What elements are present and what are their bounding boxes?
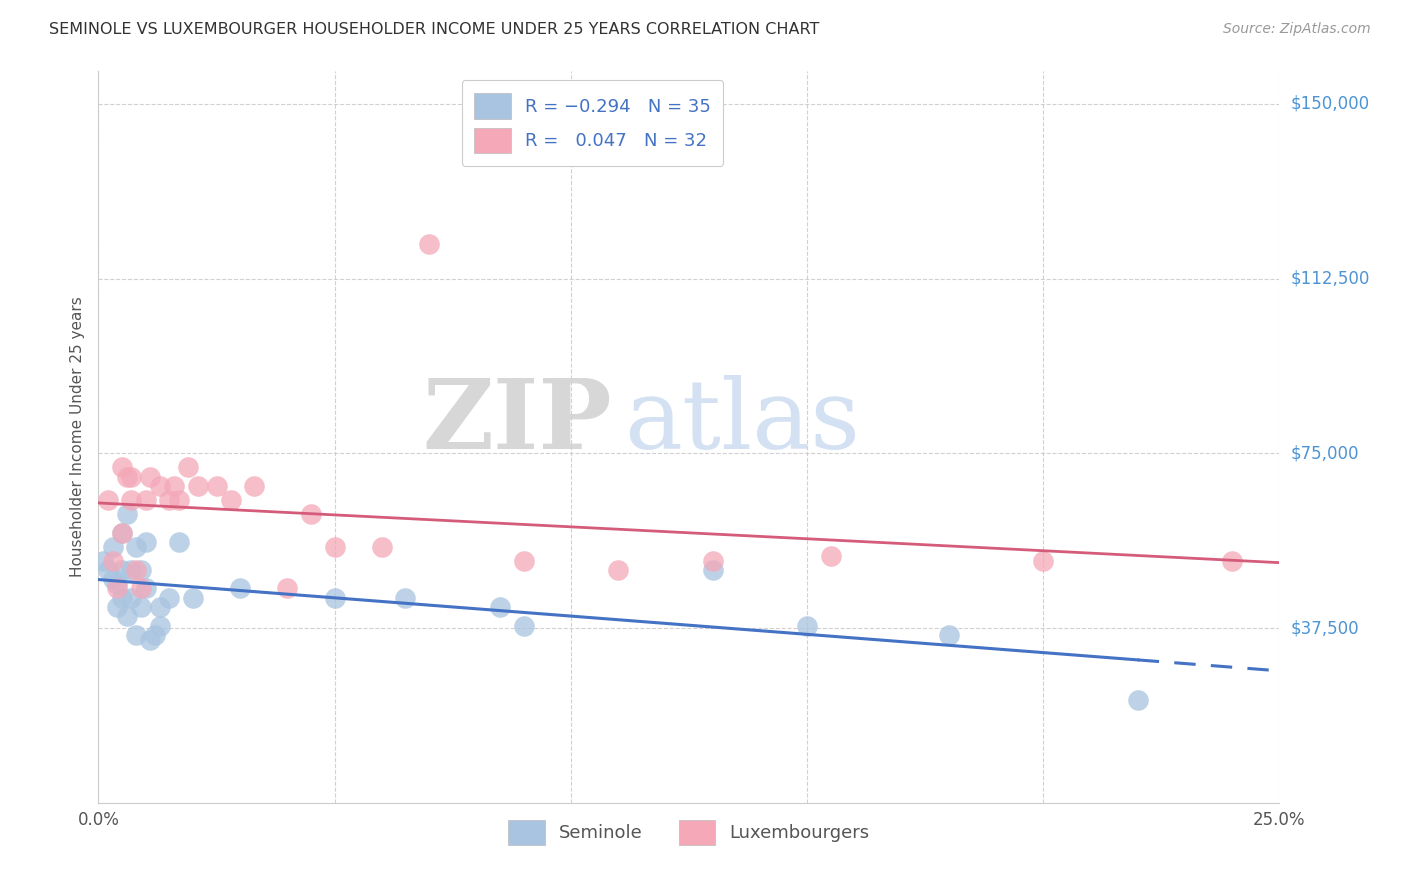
Point: [181, 591, 204, 605]
Point: [323, 591, 346, 605]
Point: [243, 479, 266, 493]
Point: [157, 591, 180, 605]
Y-axis label: Householder Income Under 25 years: Householder Income Under 25 years: [70, 297, 86, 577]
Point: [121, 469, 143, 483]
Point: [177, 460, 200, 475]
Point: [125, 628, 148, 642]
Point: [125, 540, 148, 554]
Point: [139, 632, 162, 647]
Point: [97, 493, 120, 508]
Point: [135, 582, 157, 596]
Point: [512, 553, 534, 567]
Point: [938, 628, 960, 642]
Point: [135, 535, 157, 549]
Point: [205, 479, 228, 493]
Point: [105, 582, 128, 596]
Point: [323, 540, 346, 554]
Point: [229, 582, 252, 596]
Point: [187, 479, 209, 493]
Point: [512, 619, 534, 633]
Point: [299, 507, 322, 521]
Point: [820, 549, 842, 563]
Point: [101, 572, 124, 586]
Point: [139, 469, 162, 483]
Point: [276, 582, 298, 596]
Point: [121, 591, 143, 605]
Legend: Seminole, Luxembourgers: Seminole, Luxembourgers: [501, 813, 877, 852]
Point: [163, 479, 186, 493]
Point: [115, 507, 138, 521]
Point: [115, 469, 138, 483]
Point: [129, 563, 152, 577]
Point: [143, 628, 166, 642]
Text: atlas: atlas: [624, 376, 860, 469]
Point: [167, 535, 190, 549]
Point: [418, 236, 440, 251]
Point: [91, 553, 114, 567]
Point: [115, 609, 138, 624]
Point: [371, 540, 394, 554]
Point: [1220, 553, 1243, 567]
Point: [101, 540, 124, 554]
Point: [157, 493, 180, 508]
Text: $150,000: $150,000: [1291, 95, 1369, 113]
Point: [149, 619, 172, 633]
Point: [129, 600, 152, 615]
Point: [167, 493, 190, 508]
Text: $37,500: $37,500: [1291, 619, 1360, 637]
Point: [121, 493, 143, 508]
Point: [97, 563, 120, 577]
Point: [105, 600, 128, 615]
Point: [394, 591, 416, 605]
Point: [111, 525, 134, 540]
Point: [111, 460, 134, 475]
Point: [702, 553, 724, 567]
Point: [121, 563, 143, 577]
Text: $75,000: $75,000: [1291, 444, 1360, 462]
Point: [149, 600, 172, 615]
Point: [111, 591, 134, 605]
Point: [796, 619, 818, 633]
Point: [135, 493, 157, 508]
Point: [1032, 553, 1054, 567]
Point: [125, 563, 148, 577]
Point: [129, 582, 152, 596]
Point: [219, 493, 242, 508]
Point: [149, 479, 172, 493]
Text: Source: ZipAtlas.com: Source: ZipAtlas.com: [1223, 22, 1371, 37]
Point: [702, 563, 724, 577]
Point: [1126, 693, 1149, 707]
Point: [101, 553, 124, 567]
Point: [105, 577, 128, 591]
Point: [489, 600, 512, 615]
Point: [111, 563, 134, 577]
Point: [607, 563, 630, 577]
Point: [111, 525, 134, 540]
Text: ZIP: ZIP: [423, 376, 612, 469]
Text: $112,500: $112,500: [1291, 269, 1369, 288]
Text: SEMINOLE VS LUXEMBOURGER HOUSEHOLDER INCOME UNDER 25 YEARS CORRELATION CHART: SEMINOLE VS LUXEMBOURGER HOUSEHOLDER INC…: [49, 22, 820, 37]
